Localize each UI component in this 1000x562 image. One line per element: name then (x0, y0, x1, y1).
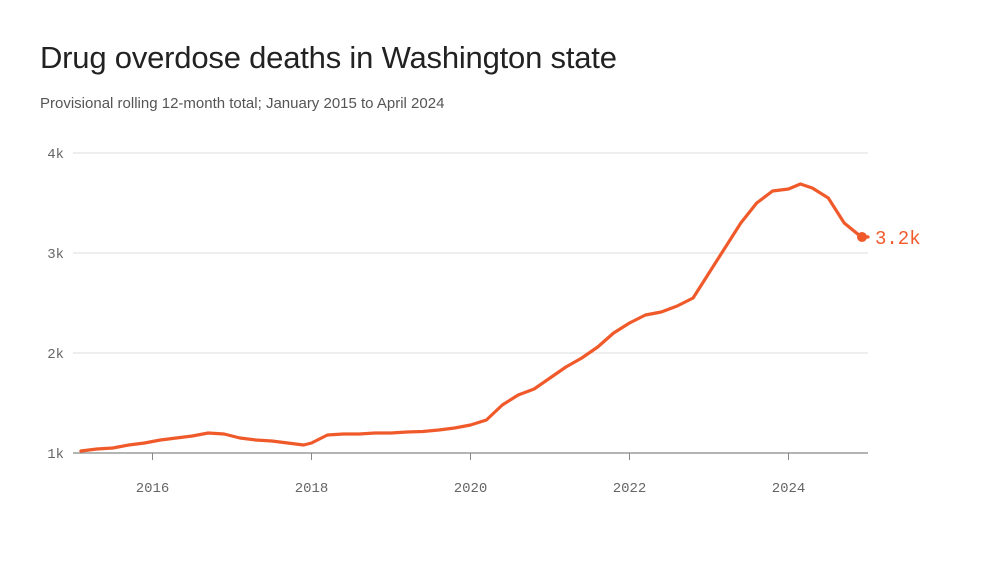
y-tick-label: 4k (47, 147, 64, 163)
series-line (79, 182, 870, 453)
x-tick-label: 2020 (454, 481, 488, 497)
end-point-marker (857, 232, 867, 242)
grid-lines (73, 152, 868, 454)
chart-subtitle: Provisional rolling 12-month total; Janu… (40, 95, 445, 112)
x-tick-label: 2024 (772, 481, 806, 497)
y-tick-label: 2k (47, 347, 64, 363)
x-tick-label: 2016 (136, 481, 170, 497)
end-value-label: 3.2k (875, 228, 921, 250)
y-axis-ticks: 1k 2k 3k 4k (47, 147, 64, 463)
y-tick-label: 3k (47, 247, 64, 263)
x-tick-label: 2022 (613, 481, 647, 497)
x-tick-label: 2018 (295, 481, 329, 497)
y-tick-label: 1k (47, 447, 64, 463)
series-layer: 3.2k (79, 182, 921, 453)
x-axis-ticks: 2016 2018 2020 2022 2024 (136, 453, 806, 497)
chart-title: Drug overdose deaths in Washington state (40, 40, 617, 75)
